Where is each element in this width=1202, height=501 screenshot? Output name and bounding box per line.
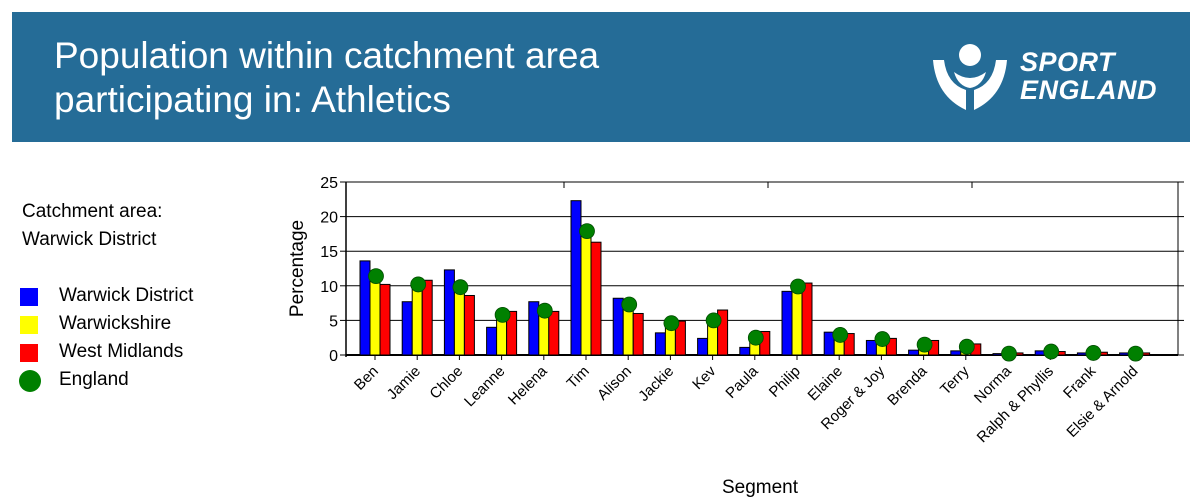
x-axis-title: Segment xyxy=(722,477,799,498)
bar-warwick-district-roger-joy xyxy=(865,339,877,356)
x-tick-label: Helena xyxy=(505,362,551,408)
bar-warwickshire-ben xyxy=(369,279,381,356)
marker-england-chloe xyxy=(452,279,469,296)
bar-warwickshire-philip xyxy=(791,285,803,356)
marker-england-brenda xyxy=(916,336,933,353)
legend-label: Warwickshire xyxy=(59,313,172,334)
bar-west-midlands-tim xyxy=(590,241,602,356)
catchment-value: Warwick District xyxy=(22,229,157,250)
legend-label: West Midlands xyxy=(59,341,184,362)
marker-england-alison xyxy=(621,296,638,313)
logo-wordmark-line-2: ENGLAND xyxy=(1020,75,1157,105)
marker-england-kev xyxy=(705,312,722,329)
marker-england-leanne xyxy=(494,306,511,323)
bar-west-midlands-roger-joy xyxy=(885,337,897,356)
y-tick-label: 0 xyxy=(329,348,338,365)
marker-england-roger-joy xyxy=(874,331,891,347)
sport-england-logo: SPORT ENGLAND xyxy=(930,38,1170,118)
x-tick-label: Jamie xyxy=(384,363,424,403)
marker-england-ben xyxy=(368,268,384,285)
bar-warwick-district-paula xyxy=(739,346,751,356)
marker-england-philip xyxy=(790,278,806,295)
marker-england-elsie-arnold xyxy=(1127,345,1144,362)
bar-warwick-district-kev xyxy=(697,337,709,356)
marker-england-frank xyxy=(1085,345,1102,361)
bar-west-midlands-leanne xyxy=(506,310,518,356)
bar-warwickshire-tim xyxy=(580,231,592,356)
y-tick-label: 5 xyxy=(329,313,338,330)
x-tick-label: Alison xyxy=(594,363,635,404)
x-tick-label: Chloe xyxy=(426,363,466,403)
sport-england-emblem-icon xyxy=(933,44,1007,110)
legend-swatch xyxy=(20,344,38,362)
x-tick-label: Kev xyxy=(689,362,720,393)
bar-warwickshire-jamie xyxy=(411,285,423,356)
x-tick-label: Brenda xyxy=(884,362,931,409)
y-tick-label: 25 xyxy=(320,175,338,192)
legend-label: England xyxy=(59,369,129,390)
header-banner: Population within catchment area partici… xyxy=(12,12,1190,142)
bar-warwick-district-brenda xyxy=(908,349,920,356)
x-tick-label: Jackie xyxy=(635,363,677,405)
logo-wordmark: SPORT ENGLAND xyxy=(1020,48,1157,104)
legend-label: Warwick District xyxy=(59,285,194,306)
legend-swatch xyxy=(20,288,38,306)
bar-warwick-district-jamie xyxy=(401,301,413,356)
bar-warwick-district-tim xyxy=(570,200,582,356)
bar-warwick-district-jackie xyxy=(654,332,666,356)
bar-west-midlands-elaine xyxy=(843,333,855,356)
x-tick-label: Frank xyxy=(1060,362,1099,401)
bar-west-midlands-ben xyxy=(379,283,391,356)
x-tick-label: Paula xyxy=(722,362,762,402)
x-tick-label: Terry xyxy=(937,362,973,398)
x-tick-label: Tim xyxy=(564,363,593,392)
y-axis-title: Percentage xyxy=(287,220,308,317)
bar-warwick-district-terry xyxy=(950,350,962,356)
marker-england-jamie xyxy=(410,276,427,293)
bar-warwick-district-philip xyxy=(781,290,793,356)
y-tick-label: 20 xyxy=(320,210,338,227)
marker-england-ralph-phyllis xyxy=(1043,343,1060,360)
bar-west-midlands-helena xyxy=(548,310,560,356)
legend-swatch xyxy=(19,370,41,392)
marker-england-jackie xyxy=(663,315,680,332)
bar-warwick-district-leanne xyxy=(486,326,498,356)
x-tick-label: Ralph & Phyllis xyxy=(974,363,1057,446)
bar-west-midlands-alison xyxy=(632,312,644,356)
page-title-line-2: participating in: Athletics xyxy=(54,79,451,120)
catchment-heading: Catchment area: xyxy=(22,201,163,222)
bar-west-midlands-jamie xyxy=(421,279,433,356)
bar-west-midlands-jackie xyxy=(674,320,686,356)
catchment-area-label: Catchment area: Warwick District xyxy=(22,198,162,254)
logo-wordmark-line-1: SPORT xyxy=(1020,47,1116,77)
bar-warwick-district-chloe xyxy=(443,269,455,356)
marker-england-terry xyxy=(958,338,975,355)
marker-england-norma xyxy=(1001,345,1017,362)
y-tick-label: 10 xyxy=(320,279,338,296)
page-title: Population within catchment area partici… xyxy=(54,34,814,122)
marker-england-elaine xyxy=(832,327,849,343)
x-tick-label: Philip xyxy=(766,363,804,401)
legend-swatch xyxy=(20,316,38,334)
x-tick-label: Ben xyxy=(351,363,382,394)
page-title-line-1: Population within catchment area xyxy=(54,35,600,76)
marker-england-helena xyxy=(536,302,553,319)
bar-west-midlands-kev xyxy=(717,309,729,356)
marker-england-paula xyxy=(747,329,764,346)
bar-west-midlands-philip xyxy=(801,282,813,356)
bar-warwickshire-chloe xyxy=(453,286,465,356)
marker-england-tim xyxy=(579,223,595,240)
bar-west-midlands-chloe xyxy=(463,294,475,356)
x-tick-label: Leanne xyxy=(461,363,508,410)
y-tick-label: 15 xyxy=(320,244,338,261)
